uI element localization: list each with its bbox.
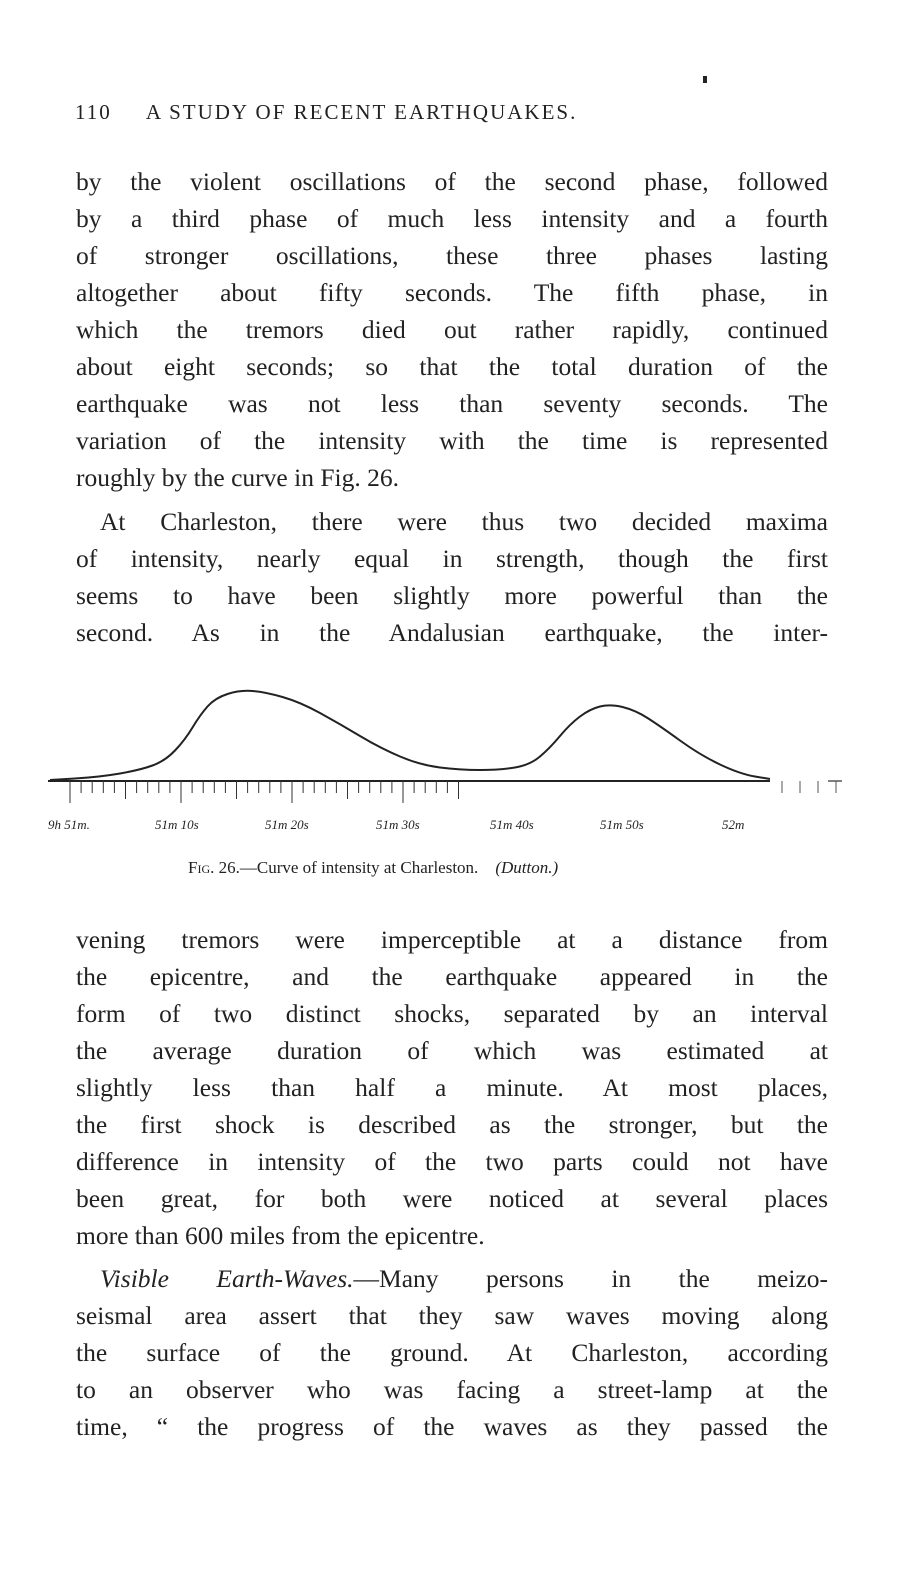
text-line: roughly by the curve in Fig. 26.: [76, 463, 399, 492]
print-speck: [703, 76, 707, 83]
text-line: variation of the intensity with the time…: [76, 426, 828, 455]
text-line: by the violent oscillations of the secon…: [76, 167, 828, 196]
tick-label: 51m 30s: [376, 817, 420, 832]
text-line: which the tremors died out rather rapidl…: [76, 315, 828, 344]
running-header: 110 A STUDY OF RECENT EARTHQUAKES.: [75, 100, 577, 125]
text-line: of stronger oscillations, these three ph…: [76, 241, 828, 270]
text-line: earthquake was not less than seventy sec…: [76, 389, 828, 418]
text-line: second. As in the Andalusian earthquake,…: [76, 618, 828, 647]
text-line: At Charleston, there were thus two decid…: [100, 507, 828, 536]
figure-caption: Fig. 26.—Curve of intensity at Charlesto…: [188, 858, 558, 878]
page-number: 110: [75, 100, 112, 124]
figure-number: Fig. 26.: [188, 858, 240, 877]
text-line: vening tremors were imperceptible at a d…: [76, 925, 828, 954]
text-line: seismal area assert that they saw waves …: [76, 1301, 828, 1330]
text-line: time, “ the progress of the waves as the…: [76, 1412, 828, 1441]
intensity-curve-figure: 9h 51m. 51m 10s 51m 20s 51m 30s 51m 40s 51m 5…: [48, 689, 842, 832]
text-line: of intensity, nearly equal in strength, …: [76, 544, 828, 573]
text-line: altogether about fifty seconds. The fift…: [76, 278, 828, 307]
text-line: seems to have been slightly more powerfu…: [76, 581, 828, 610]
text-line: about eight seconds; so that the total d…: [76, 352, 828, 381]
text-line: by a third phase of much less intensity …: [76, 204, 828, 233]
text-line: the surface of the ground. At Charleston…: [76, 1338, 828, 1367]
section-heading: Visible Earth-Waves.: [100, 1264, 354, 1293]
text-line: slightly less than half a minute. At mos…: [76, 1073, 828, 1102]
text-line: Visible Earth-Waves.—Many persons in the…: [76, 1264, 828, 1294]
text-line: form of two distinct shocks, separated b…: [76, 999, 828, 1028]
text-line: the epicentre, and the earthquake appear…: [76, 962, 828, 991]
intensity-curve: [49, 689, 771, 781]
text-line: the average duration of which was estima…: [76, 1036, 828, 1065]
tick-label: 52m: [722, 817, 744, 832]
text-run: —Many persons in the meizo-: [353, 1264, 829, 1293]
caption-text: —Curve of intensity at Charleston.: [239, 858, 479, 877]
text-line: more than 600 miles from the epicentre.: [76, 1221, 485, 1250]
tick-label: 51m 20s: [265, 817, 309, 832]
tick-label: 51m 40s: [490, 817, 534, 832]
time-axis: [48, 780, 842, 803]
tick-label: 51m 50s: [600, 817, 644, 832]
text-line: difference in intensity of the two parts…: [76, 1147, 828, 1176]
tick-label: 9h 51m.: [48, 817, 90, 832]
text-line: to an observer who was facing a street-l…: [76, 1375, 828, 1404]
tick-label: 51m 10s: [155, 817, 199, 832]
caption-credit: (Dutton.): [495, 858, 559, 877]
text-line: the first shock is described as the stro…: [76, 1110, 828, 1139]
text-line: been great, for both were noticed at sev…: [76, 1184, 828, 1213]
running-title: A STUDY OF RECENT EARTHQUAKES.: [145, 100, 578, 124]
